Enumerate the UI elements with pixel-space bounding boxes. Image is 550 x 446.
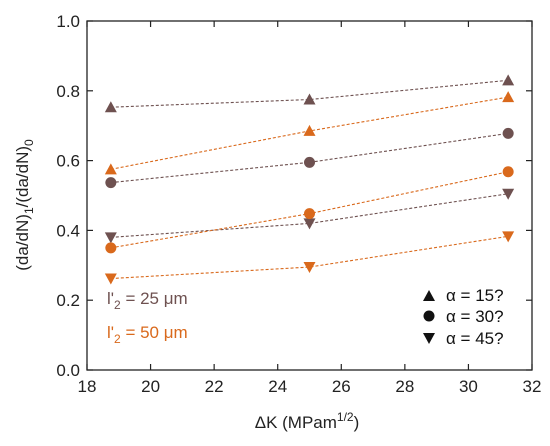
y-tick-label: 0.0: [56, 361, 80, 380]
series-line-l2-25-alpha-45: [110, 193, 509, 238]
x-tick-label: 26: [332, 377, 351, 396]
data-point-l2-25-alpha-30: [304, 156, 315, 168]
data-point-l2-25-alpha-45: [303, 218, 316, 230]
data-point-l2-25-alpha-45: [104, 232, 117, 244]
y-axis-label-sub1: 1: [22, 207, 36, 214]
data-point-l2-50-alpha-45: [502, 231, 515, 243]
annotation-l2-50-value: = 50 μm: [121, 323, 188, 342]
data-point-l2-50-alpha-15: [303, 124, 316, 136]
annotation-l2-50-sub: 2: [114, 332, 121, 346]
data-point-l2-50-alpha-45: [303, 262, 316, 274]
data-point-l2-50-alpha-45: [104, 273, 117, 285]
annotation-l2-25-sub: 2: [114, 298, 121, 312]
y-tick-label: 0.8: [56, 82, 80, 101]
axis-ticks: 18 20 22 24 26 28 30 320.00.20.40.60.81.0: [56, 12, 541, 396]
data-point-l2-50-alpha-15: [104, 163, 117, 175]
y-axis-label-mid: /(da/dN): [13, 146, 32, 207]
annotation-l2-25: l'2 = 25 μm: [107, 289, 188, 312]
series-lines: [110, 79, 509, 280]
data-point-l2-25-alpha-30: [105, 177, 117, 189]
legend-label-45: α = 45?: [446, 329, 504, 348]
legend-label-15: α = 15?: [446, 286, 504, 305]
x-tick-label: 20: [141, 377, 160, 396]
series-line-l2-50-alpha-45: [110, 235, 509, 280]
plot-frame: [86, 20, 533, 371]
data-point-l2-50-alpha-30: [105, 242, 117, 254]
annotation-l2-25-prefix: l': [107, 289, 114, 308]
data-point-l2-25-alpha-15: [104, 101, 117, 113]
data-point-l2-25-alpha-30: [502, 127, 514, 139]
annotation-l2-50: l'2 = 50 μm: [107, 323, 188, 346]
y-tick-label: 0.2: [56, 291, 80, 310]
annotation-l2-50-prefix: l': [107, 323, 114, 342]
data-point-l2-50-alpha-30: [304, 208, 315, 220]
legend-label-30: α = 30?: [446, 307, 504, 326]
y-tick-label: 0.6: [56, 152, 80, 171]
data-point-l2-50-alpha-15: [502, 91, 515, 103]
x-axis-label: ΔK (MPam1/2): [255, 410, 360, 432]
y-axis-label-sub0: 0: [22, 139, 36, 146]
legend-circle-icon: [423, 310, 435, 322]
x-axis-label-sup: 1/2: [337, 410, 354, 424]
series-markers: [104, 74, 515, 285]
series-line-l2-25-alpha-15: [110, 79, 509, 108]
x-tick-label: 30: [459, 377, 478, 396]
x-tick-label: 18: [78, 377, 97, 396]
x-axis-label-main: ΔK (MPam: [255, 413, 337, 432]
x-axis-label-close: ): [354, 413, 360, 432]
x-tick-label: 22: [205, 377, 224, 396]
y-axis-label: (da/dN)1/(da/dN)0: [13, 139, 36, 271]
data-point-l2-25-alpha-45: [502, 188, 515, 200]
plot-frame-group: [86, 20, 533, 371]
y-axis-label-main: (da/dN): [13, 214, 32, 271]
series-line-l2-25-alpha-30: [110, 132, 509, 184]
x-tick-label: 28: [395, 377, 414, 396]
y-tick-label: 0.4: [56, 221, 80, 240]
legend-triangle-up-icon: [423, 290, 435, 301]
data-point-l2-25-alpha-15: [502, 74, 515, 86]
legend-triangle-down-icon: [423, 333, 435, 344]
data-point-l2-50-alpha-30: [502, 166, 514, 178]
legend: α = 15? α = 30? α = 45?: [423, 286, 504, 348]
x-tick-label: 32: [523, 377, 542, 396]
x-tick-label: 24: [268, 377, 287, 396]
y-tick-label: 1.0: [56, 12, 80, 31]
annotation-l2-25-value: = 25 μm: [121, 289, 188, 308]
data-point-l2-25-alpha-15: [303, 93, 316, 105]
